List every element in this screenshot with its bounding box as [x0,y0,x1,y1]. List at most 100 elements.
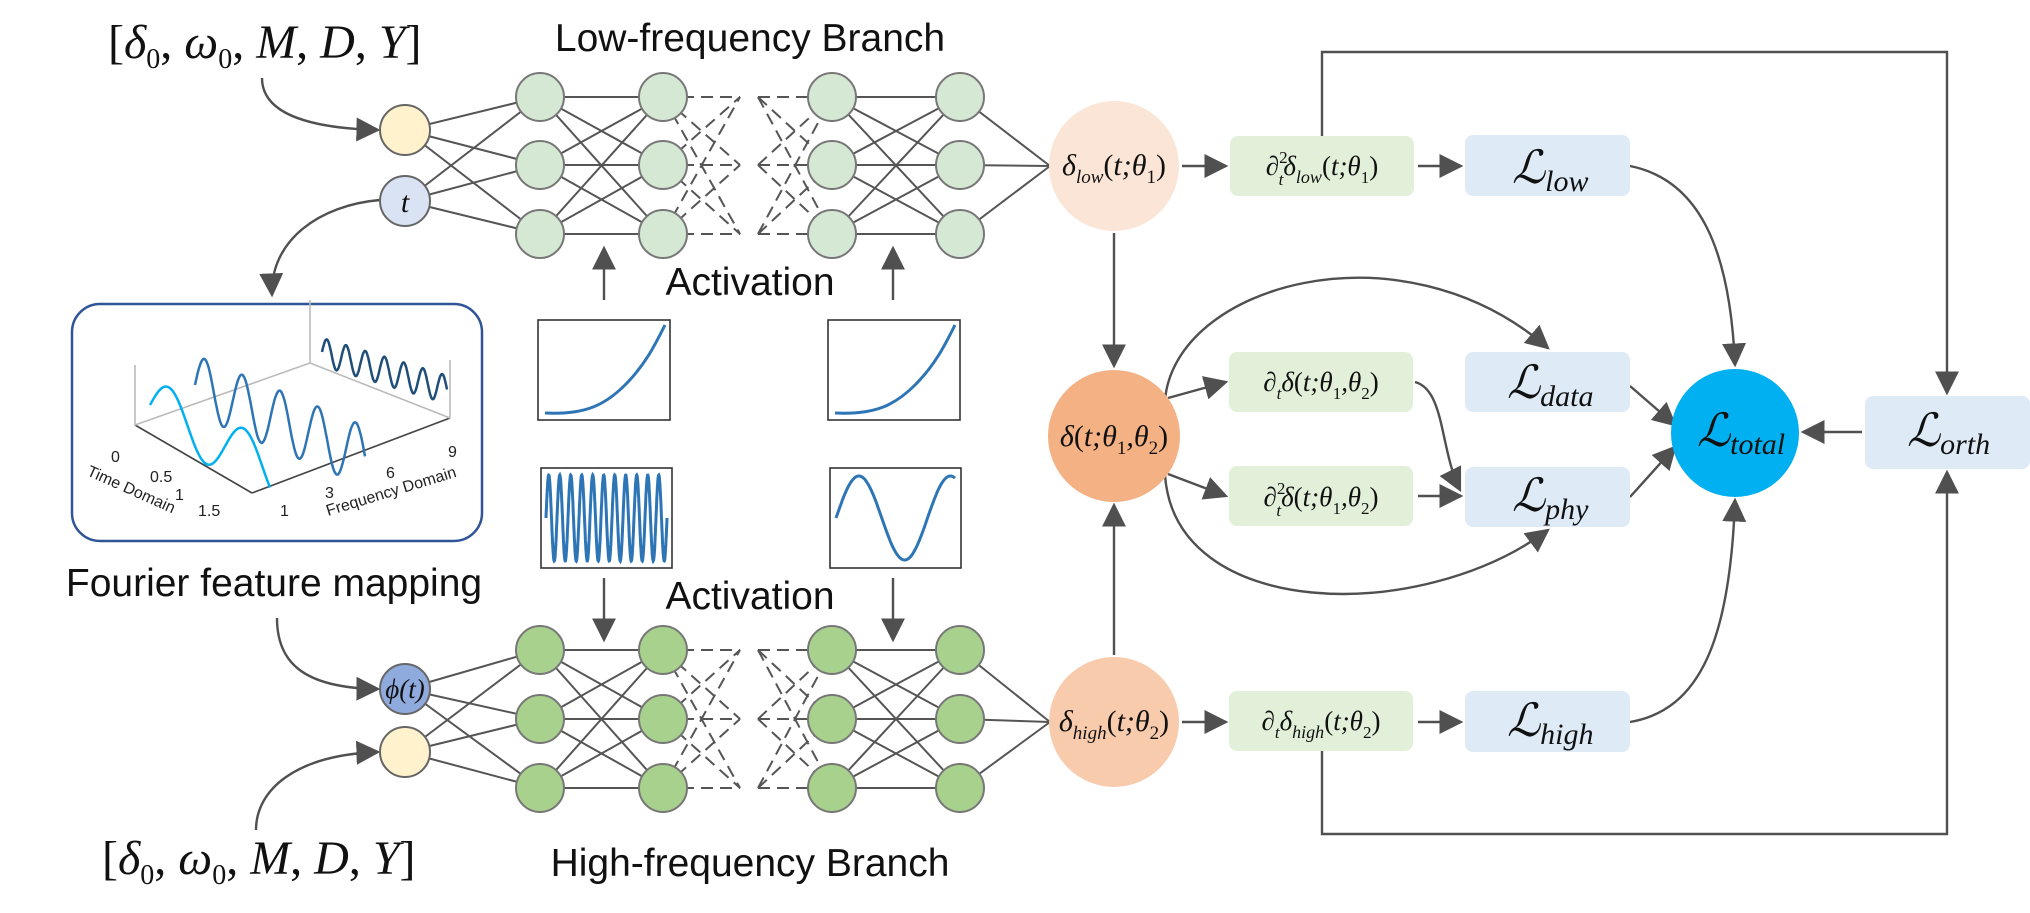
edge [831,96,961,235]
edge-dashed [662,649,741,720]
edge-dashed [662,718,741,789]
low-branch-neuron-3-1 [935,140,985,190]
activation-plot-softplus-right [827,319,961,421]
arrow [1163,276,1550,401]
low-branch-neuron-1-0 [638,72,688,122]
high-branch-neuron-0-1 [515,694,565,744]
edge [539,649,664,789]
arrow [1629,385,1677,427]
high-branch-neuron-1-1 [638,694,688,744]
fourier-feature-panel: 0 0.5 1 1.5 1 3 6 9 Time Domain Frequenc… [70,300,484,543]
freq-tick-2: 6 [386,465,395,482]
low-branch-neuron-2-0 [807,72,857,122]
activation-plot-sine-low [829,467,962,569]
edge [404,688,541,789]
deriv-box-d2-total [1229,466,1413,526]
delta-total-node [1048,370,1180,502]
low-branch-neuron-0-0 [515,72,565,122]
low-branch-neuron-2-2 [807,209,857,259]
arrow [275,617,381,701]
edge-dashed [662,164,741,235]
freq-tick-0: 1 [280,503,289,520]
low-branch-neuron-2-1 [807,140,857,190]
low-branch-neuron-0-2 [515,209,565,259]
edge [831,649,961,789]
activation-plot-softplus-left [537,319,671,421]
arrow [1163,474,1550,595]
low-branch-neuron-1-2 [638,209,688,259]
low-branch-neuron-3-0 [935,72,985,122]
input-node-bottom-params [379,726,431,778]
phi-input-node [379,663,431,715]
edge-dashed [662,96,741,166]
softplus-curve-right [834,324,957,415]
activation-label-top: Activation [665,261,834,304]
high-branch-neuron-0-0 [515,625,565,675]
delta-total-label: δ(t;θ1,θ2) [1060,420,1168,459]
edge-dashed [662,96,741,166]
deriv-box-d1-high [1229,691,1413,751]
neural-network-layers [515,72,985,813]
high-branch-neuron-0-2 [515,763,565,813]
activation-label-bottom: Activation [665,575,834,618]
svg-text:[δ0, ω0, M, D, Y]: [δ0, ω0, M, D, Y] [102,832,416,891]
orth-loop-top [1320,50,1959,396]
input-params-bottom: [δ0, ω0, M, D, Y] [102,832,416,891]
time-tick-1: 0.5 [150,469,172,486]
high-branch-neuron-2-2 [807,763,857,813]
high-branch-neuron-2-0 [807,625,857,675]
fourier-wave-2 [193,357,367,476]
delta-low-node [1049,101,1179,231]
high-branch-neuron-1-2 [638,763,688,813]
arrow [1629,164,1747,368]
high-branch-title: High-frequency Branch [551,842,950,885]
svg-text:[δ0, ω0, M, D, Y]: [δ0, ω0, M, D, Y] [108,16,422,75]
high-branch-neuron-3-1 [935,694,985,744]
loss-phy-label: ℒphy [1512,470,1589,526]
delta-high-node [1049,657,1179,787]
loss-high-label: ℒhigh [1507,695,1593,751]
high-branch-neuron-3-0 [935,625,985,675]
input-node-top-params [379,104,431,156]
sine-high-curve [544,471,669,565]
arrow [1629,497,1747,724]
orth-loop-bottom [1320,469,1959,836]
loss-orth-box [1865,396,2030,469]
t-input-node [379,175,431,227]
edge-dashed [662,96,741,235]
softplus-curve-left [544,324,667,415]
edge [404,96,541,202]
sine-low-curve [834,474,956,562]
arrow [1414,380,1462,493]
edge [404,649,541,753]
input-params-top: [δ0, ω0, M, D, Y] [108,16,422,75]
fourier-wave-3 [320,338,449,401]
arrow [260,77,381,142]
phi-node-label: ϕ(t) [385,674,424,704]
high-branch-neuron-2-1 [807,694,857,744]
arrow [259,198,381,298]
edge [539,96,664,235]
deriv-box-d1-total [1229,352,1413,412]
edge-dashed [662,718,741,789]
time-tick-3: 1.5 [198,503,220,520]
loss-high-box [1465,691,1630,752]
connection-edges [404,96,1051,789]
flow-arrows [254,50,1959,836]
arrow [1167,472,1229,500]
time-tick-0: 0 [111,449,120,466]
edge-dashed [662,649,741,789]
low-branch-neuron-1-1 [638,140,688,190]
loss-data-label: ℒdata [1507,357,1593,413]
edge-dashed [757,96,833,235]
t-node-label: t [401,186,410,219]
arrow [254,740,381,831]
loss-data-box [1465,352,1630,412]
time-tick-2: 1 [175,487,184,504]
loss-total-label: ℒtotal [1697,405,1785,461]
loss-orth-label: ℒorth [1907,405,1990,461]
low-branch-neuron-0-1 [515,140,565,190]
arrow [1167,376,1229,400]
fourier-mapping-label: Fourier feature mapping [66,562,482,605]
high-branch-neuron-1-0 [638,625,688,675]
